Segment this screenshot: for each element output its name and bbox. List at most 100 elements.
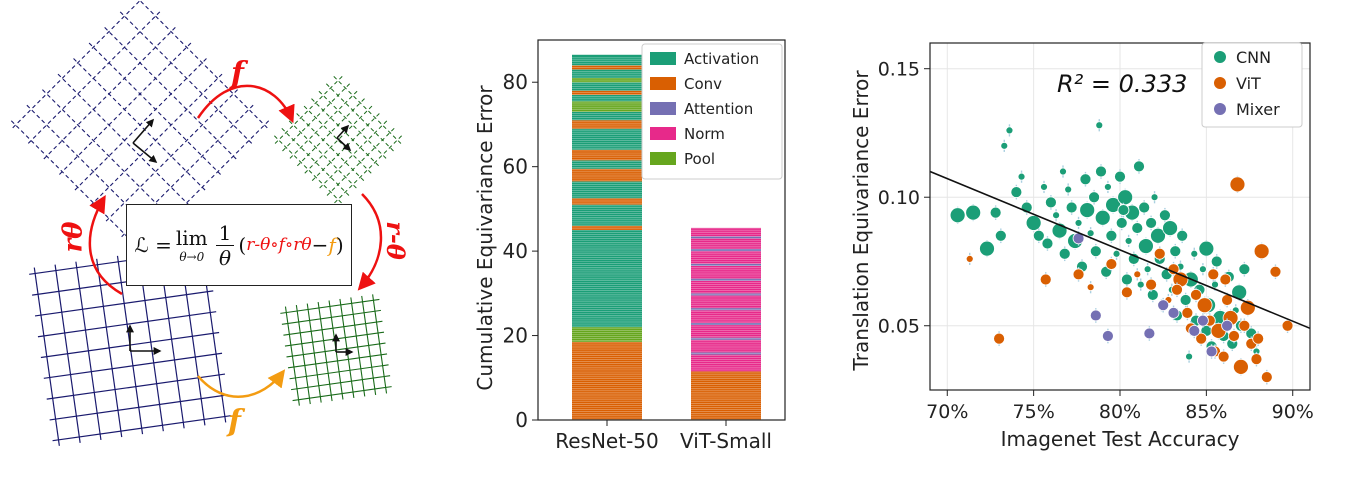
bar-y-axis-label: Cumulative Equivariance Error xyxy=(473,85,497,391)
scatter-legend-marker xyxy=(1214,103,1226,115)
bar-segment xyxy=(572,111,642,121)
scatter-point xyxy=(965,204,982,221)
scatter-point xyxy=(1190,288,1202,301)
bar-segment xyxy=(691,308,761,311)
scatter-point xyxy=(1094,209,1111,226)
grid-line xyxy=(350,297,366,397)
scatter-points xyxy=(949,119,1294,385)
grid-line xyxy=(291,375,391,391)
scatter-y-axis-label: Translation Equivariance Error xyxy=(849,70,873,372)
grid-line xyxy=(43,352,223,379)
bar-segment xyxy=(572,82,642,91)
scatter-point xyxy=(1205,345,1218,358)
equation-lim-subscript: θ→0 xyxy=(179,250,205,264)
scatter-point xyxy=(1059,167,1067,176)
grid-line xyxy=(339,298,355,399)
scatter-point xyxy=(1238,263,1251,276)
scatter-point xyxy=(1145,278,1157,291)
scatter-point xyxy=(1228,330,1240,342)
bar-segment xyxy=(572,198,642,205)
scatter-y-tick-label: 0.10 xyxy=(878,187,920,209)
scatter-point xyxy=(1162,220,1178,236)
bar-segment xyxy=(691,339,761,353)
scatter-point xyxy=(1089,245,1102,258)
scatter-point xyxy=(1176,229,1189,242)
bar-segment xyxy=(691,249,761,252)
r-neg-theta-label: r-θ xyxy=(380,221,410,260)
grid-line xyxy=(333,135,402,204)
grid-line xyxy=(289,364,389,380)
scatter-point xyxy=(1253,243,1270,260)
r-theta-label: rθ xyxy=(58,221,89,253)
scatter-point xyxy=(1145,217,1157,229)
scatter-point xyxy=(1039,273,1052,286)
scatter-point xyxy=(1229,176,1246,193)
scatter-x-tick-label: 85% xyxy=(1185,401,1227,423)
bar-legend-swatch xyxy=(650,102,676,115)
grid-line xyxy=(88,73,223,208)
basis-vectors-bottom-right xyxy=(332,333,354,356)
basis-vectors-bottom-left xyxy=(126,324,162,355)
equation-fraction: 1 θ xyxy=(215,221,235,270)
grid-line xyxy=(49,394,228,421)
bar-y-tick-label: 0 xyxy=(515,408,528,432)
scatter-point xyxy=(1040,183,1048,191)
bar-x-tick-label: ViT-Small xyxy=(680,429,772,453)
bar-segment xyxy=(691,371,761,420)
bar-segment xyxy=(572,90,642,95)
scatter-x-tick-label: 90% xyxy=(1272,401,1314,423)
scatter-point xyxy=(1064,185,1073,194)
bar-segment xyxy=(572,65,642,70)
equation-minus: − xyxy=(311,233,329,257)
scatter-legend-label: CNN xyxy=(1236,48,1271,67)
scatter-point xyxy=(1095,165,1107,178)
left-r-theta-arrow xyxy=(88,194,123,296)
bar-segment xyxy=(572,204,642,226)
scatter-point xyxy=(1105,229,1118,242)
scatter-x-tick-label: 75% xyxy=(1013,401,1055,423)
grid-line xyxy=(361,295,377,395)
equation-fraction-numerator: 1 xyxy=(215,221,235,246)
bar-segment xyxy=(691,278,761,281)
scatter-x-tick-label: 70% xyxy=(926,401,968,423)
scatter-point xyxy=(1250,353,1263,366)
scatter-point xyxy=(1281,319,1294,332)
scatter-point xyxy=(1233,358,1249,375)
scatter-point xyxy=(1138,201,1151,214)
scatter-point xyxy=(1079,202,1096,218)
bar-segment xyxy=(691,310,761,323)
bar-y-tick-label: 20 xyxy=(503,324,528,348)
scatter-y-tick-label: 0.15 xyxy=(878,59,920,81)
scatter-point xyxy=(1238,319,1251,332)
scatter-point xyxy=(1005,126,1014,135)
bar-segment xyxy=(691,325,761,338)
bottom-f-label: f xyxy=(228,404,241,439)
top-f-arrow xyxy=(196,84,295,124)
grid-line xyxy=(318,120,388,190)
scatter-x-tick-label: 80% xyxy=(1099,401,1141,423)
scatter-y-tick-label: 0.05 xyxy=(878,316,920,338)
scatter-point xyxy=(1117,204,1130,216)
scatter-point xyxy=(1171,283,1183,296)
scatter-point xyxy=(1138,238,1154,254)
equation-box: ℒ = lim θ→0 1 θ ( r-θ∘f∘rθ − f ) xyxy=(126,204,352,286)
scatter-point xyxy=(1058,247,1071,260)
grid-line xyxy=(288,120,358,190)
r-squared-annotation: R² = 0.333 xyxy=(1057,70,1187,98)
bar-legend-label: Conv xyxy=(684,75,722,93)
bar-segment xyxy=(691,352,761,355)
grid-line xyxy=(42,89,176,223)
bar-segment xyxy=(691,265,761,279)
bar-legend-label: Attention xyxy=(684,100,753,118)
scatter-point xyxy=(1197,314,1209,327)
scatter-point xyxy=(1131,222,1144,234)
scatter-point xyxy=(1143,327,1156,340)
scatter-point xyxy=(1207,268,1220,281)
scatter-point xyxy=(1185,352,1193,361)
grid-line xyxy=(333,76,402,145)
scatter-legend: CNN ViT Mixer xyxy=(1201,42,1303,128)
bar-segment xyxy=(572,69,642,78)
bar-legend-swatch xyxy=(650,77,676,90)
bar-segment xyxy=(572,149,642,161)
scatter-point xyxy=(1124,237,1133,245)
